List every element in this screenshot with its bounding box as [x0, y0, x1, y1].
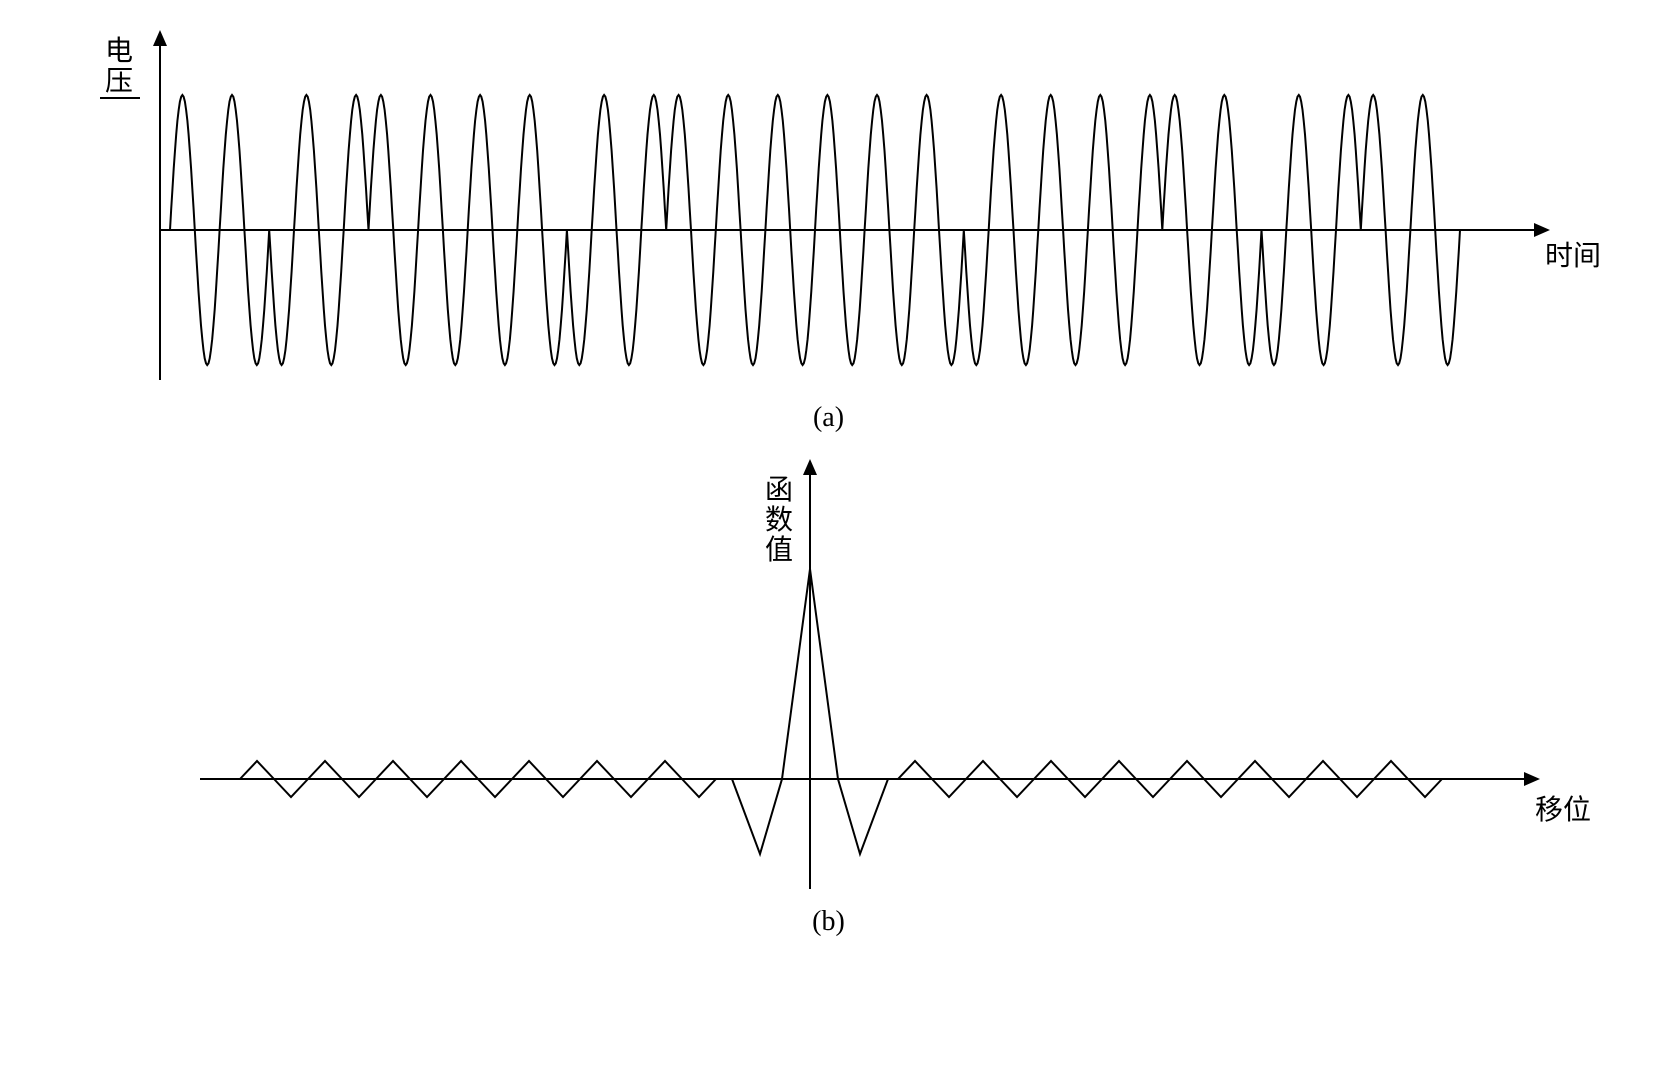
sublabel-a: (a)	[20, 402, 1637, 434]
sublabel-b: (b)	[20, 906, 1637, 938]
waveform-svg-a: 电压时间	[20, 20, 1637, 400]
svg-text:移位: 移位	[1535, 794, 1591, 826]
chart-panel-b: 函数值移位 (b)	[20, 444, 1637, 938]
svg-text:电压: 电压	[105, 35, 133, 97]
svg-text:函数值: 函数值	[765, 475, 793, 566]
chart-panel-a: 电压时间 (a)	[20, 20, 1637, 434]
autocorrelation-svg-b: 函数值移位	[20, 444, 1637, 904]
figure-container: 电压时间 (a) 函数值移位 (b)	[20, 20, 1637, 938]
svg-text:时间: 时间	[1545, 240, 1601, 272]
